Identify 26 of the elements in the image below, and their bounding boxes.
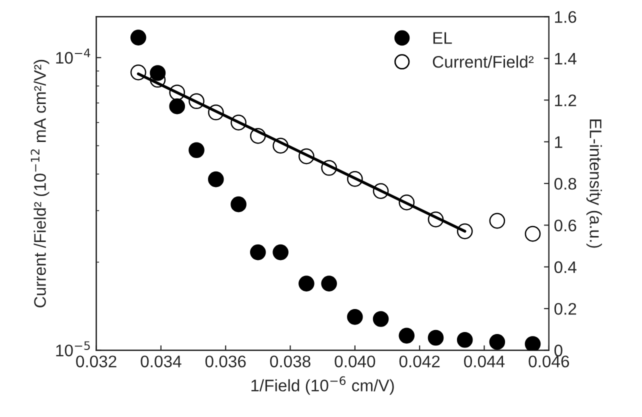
y2-axis-title: EL-intensity (a.u.) (586, 120, 602, 248)
point (489, 212, 506, 229)
x-tick-label: 0.036 (205, 356, 246, 368)
y2-tick-label: 0.8 (554, 178, 576, 190)
y2-tick-label: 1.6 (555, 11, 576, 23)
y-tick-label: 10$^{−5}$ (56, 341, 90, 356)
y-tick-label: 10$^{−4}$ (56, 48, 90, 64)
x-tick-label: 0.046 (528, 356, 570, 368)
y2-tick-label: 0.6 (554, 220, 576, 232)
y2-tick-label: 1.2 (555, 94, 576, 106)
y-axis-title: Current /Field² (10$^{−12}$ mA cm²/V²) (30, 60, 50, 308)
y2-tick-label: 0.2 (554, 302, 576, 315)
legend-label: Current/Field² (432, 56, 534, 68)
y2-tick-label: 0 (554, 344, 562, 356)
y2-tick-label: 1.4 (555, 52, 576, 64)
x-tick-label: 0.040 (334, 356, 376, 368)
x-axis-title: 1/Field (10$^{−6}$ cm/V) (251, 376, 394, 395)
x-tick-label: 0.042 (399, 356, 440, 368)
point (524, 226, 541, 242)
y2-tick-label: 0.4 (554, 261, 576, 274)
x-tick-label: 0.032 (76, 356, 116, 368)
x-tick-label: 0.044 (464, 356, 505, 368)
y2-tick-label: 1 (555, 136, 562, 148)
x-tick-label: 0.038 (270, 356, 310, 368)
x-tick-label: 0.034 (140, 356, 182, 368)
legend-label: EL (433, 32, 452, 44)
